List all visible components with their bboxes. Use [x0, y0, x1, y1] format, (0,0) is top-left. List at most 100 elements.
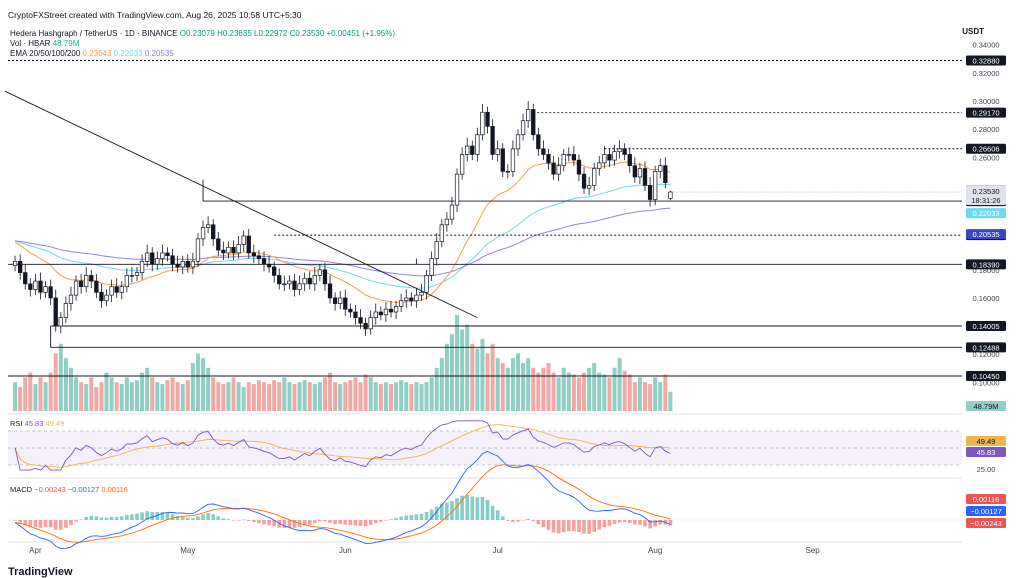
level-price-label-bg — [966, 107, 1006, 118]
volume-bar — [434, 367, 439, 411]
ema-price-label-bg — [966, 208, 1006, 219]
macd-hist-bar — [414, 514, 419, 520]
macd-hist-bar — [607, 520, 612, 526]
volume-bar — [53, 353, 58, 411]
volume-bar — [389, 384, 393, 411]
volume-bar — [632, 382, 637, 411]
volume-bar — [13, 382, 18, 411]
volume-legend[interactable]: Vol · HBAR 48.79M — [10, 39, 79, 48]
macd-hist-bar — [18, 520, 22, 523]
macd-axis-label-bg — [966, 494, 1006, 504]
candle-body — [327, 283, 333, 299]
ema-legend[interactable]: EMA 20/50/100/200 0.23643 0.22033 0.2053… — [10, 49, 174, 58]
candle-body — [28, 283, 33, 290]
macd-axis-label-bg — [966, 506, 1006, 516]
price-tick: 0.18000 — [972, 266, 999, 275]
volume-bar — [378, 384, 383, 411]
volume-bar — [287, 382, 292, 411]
macd-hist-bar — [191, 518, 195, 520]
macd-hist-bar — [94, 516, 99, 520]
macd-hist-bar — [429, 509, 434, 520]
volume-bar — [211, 377, 216, 411]
macd-hist-bar — [59, 520, 63, 530]
volume-bar — [135, 380, 139, 411]
volume-bar — [89, 377, 94, 411]
candle-body — [343, 297, 348, 310]
candle-body — [104, 294, 109, 302]
volume-bar — [592, 363, 597, 411]
volume-bar — [221, 384, 226, 411]
volume-bar — [38, 377, 43, 411]
candle-body — [134, 272, 140, 276]
macd-axis-label: 0.00116 — [973, 495, 1000, 504]
macd-legend[interactable]: MACD −0.00243 −0.00127 0.00116 — [10, 485, 128, 494]
candle-body — [226, 246, 231, 254]
current-price-label: 0.23530 — [972, 187, 999, 196]
volume-bar — [622, 370, 627, 411]
candle-body — [485, 111, 490, 127]
candle-body — [256, 255, 262, 259]
candle-body — [332, 297, 338, 304]
candle-body — [393, 306, 399, 313]
candle-body — [439, 224, 444, 243]
volume-bar — [485, 353, 490, 411]
macd-hist-bar — [246, 520, 251, 522]
candle-body — [663, 165, 668, 183]
volume-bar — [231, 377, 236, 411]
ema100-line — [15, 207, 671, 277]
volume-bar — [551, 372, 556, 411]
candle-body — [510, 148, 516, 172]
volume-bar — [612, 367, 617, 411]
macd-axis-label-bg — [966, 518, 1006, 528]
macd-hist-bar — [43, 520, 48, 528]
tradingview-logo: TradingView — [8, 566, 73, 578]
candle-body — [480, 111, 485, 136]
candle-body — [617, 148, 622, 152]
candle-body — [363, 322, 368, 330]
macd-hist-bar — [521, 520, 525, 521]
volume-bar — [99, 382, 104, 411]
macd-hist-bar — [150, 511, 155, 520]
volume-bar — [358, 382, 363, 411]
volume-bar — [246, 382, 251, 411]
rsi-legend[interactable]: RSI 45.83 49.49 — [10, 419, 64, 428]
candle-body — [637, 168, 643, 178]
candle-body — [592, 168, 597, 186]
volume-bar — [119, 384, 124, 411]
macd-hist-bar — [333, 520, 337, 525]
time-tick: Apr — [29, 546, 42, 555]
macd-hist-bar — [318, 520, 322, 522]
candle-body — [566, 154, 571, 156]
volume-bar — [241, 387, 246, 411]
macd-hist-bar — [516, 520, 520, 522]
level-price-label: 0.26606 — [972, 145, 999, 154]
volume-bar — [566, 372, 571, 411]
volume-bar — [124, 377, 129, 411]
time-tick: Aug — [648, 546, 662, 555]
macd-hist-bar — [440, 503, 444, 520]
macd-hist-bar — [241, 519, 246, 521]
volume-bar — [43, 382, 48, 411]
macd-hist-bar — [79, 519, 83, 520]
macd-hist-bar — [485, 499, 490, 520]
volume-bar — [28, 372, 33, 411]
macd-hist-bar — [302, 520, 307, 526]
volume-bar — [307, 382, 312, 411]
macd-hist-bar — [409, 515, 414, 520]
candle-body — [597, 162, 602, 169]
volume-bar — [129, 382, 134, 411]
symbol-legend[interactable]: Hedera Hashgraph / TetherUS · 1D · BINAN… — [10, 29, 395, 38]
volume-bar — [226, 382, 231, 411]
volume-bar — [526, 358, 531, 411]
candle-body — [429, 258, 434, 276]
level-price-label-bg — [966, 320, 1006, 331]
volume-bar — [282, 377, 287, 411]
ema50-value: 0.22033 — [113, 49, 143, 58]
time-tick: Jun — [339, 546, 352, 555]
candle-body — [94, 280, 99, 293]
candle-body — [150, 252, 155, 265]
ema50-line — [14, 183, 671, 289]
candle-body — [165, 252, 170, 257]
volume-bar — [602, 374, 607, 411]
